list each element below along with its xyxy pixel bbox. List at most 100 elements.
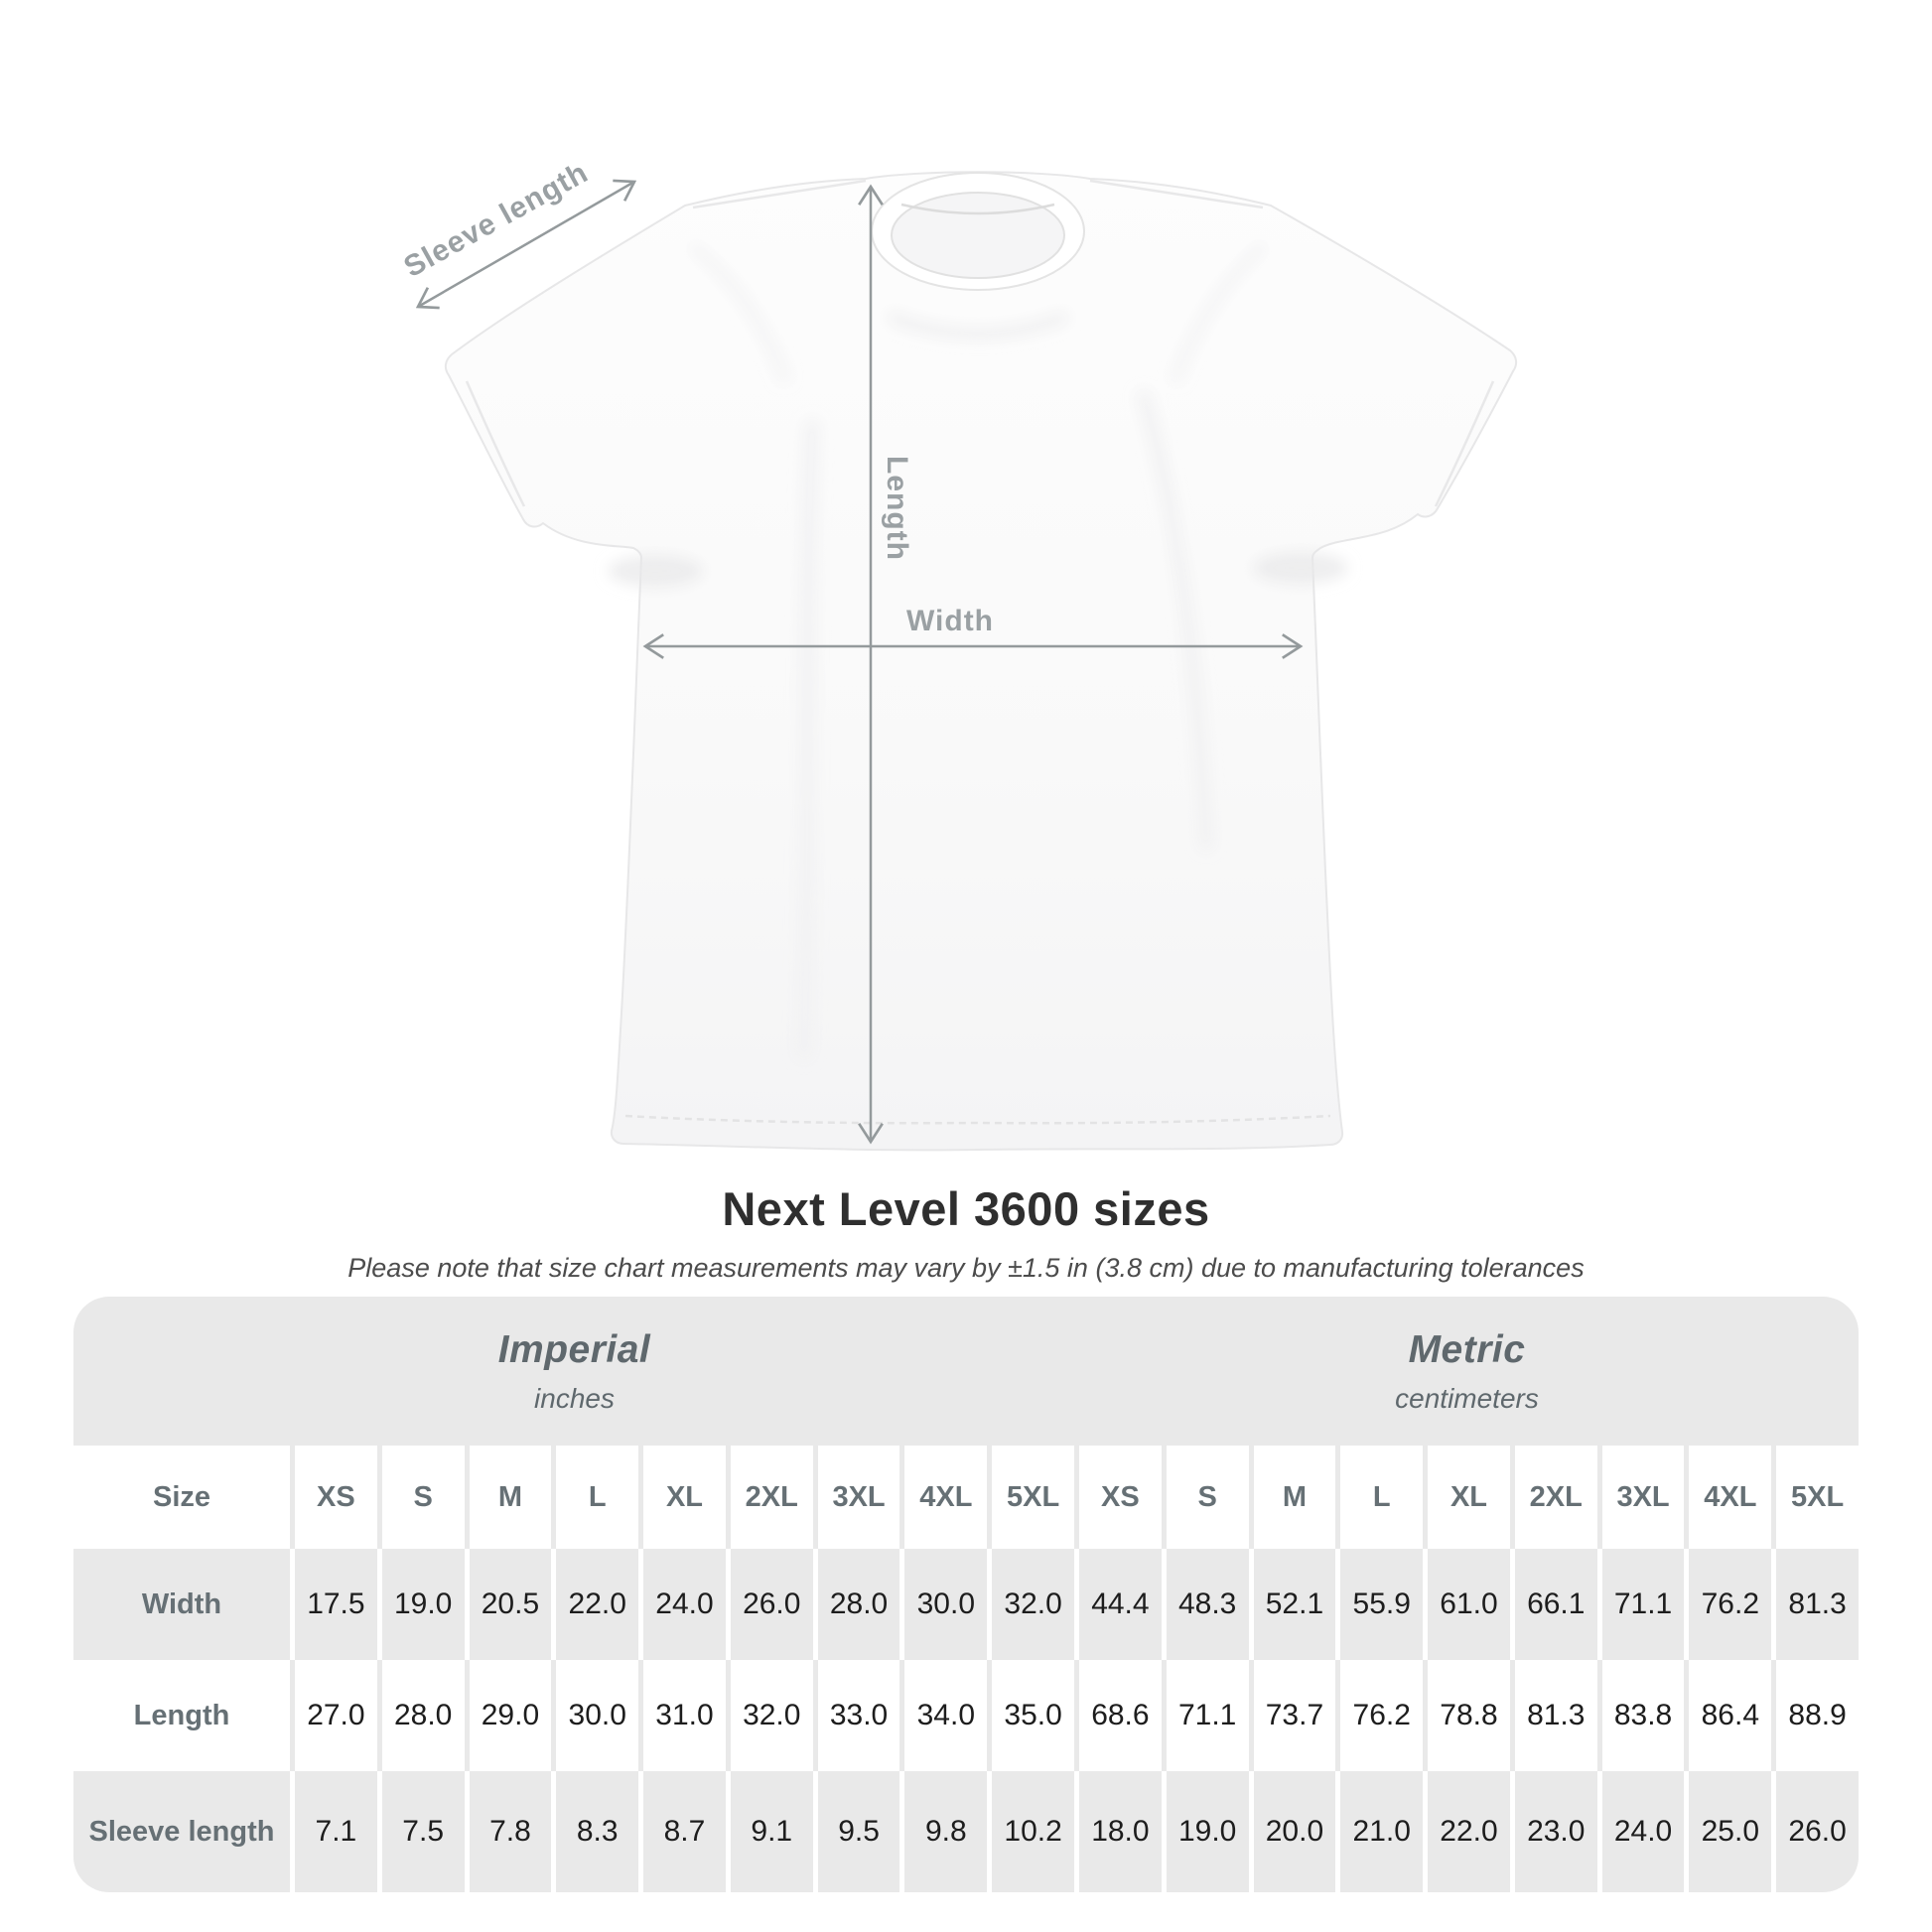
imperial-unit: inches <box>534 1382 615 1414</box>
metric-section-header: Metric centimeters <box>1075 1297 1859 1446</box>
width-label: Width <box>905 605 995 637</box>
table-cell: 17.5 <box>295 1549 377 1660</box>
table-cell: 21.0 <box>1340 1771 1424 1892</box>
row-label-length: Length <box>73 1660 290 1771</box>
tshirt-body <box>444 171 1518 1152</box>
table-cell: 68.6 <box>1079 1660 1162 1771</box>
table-cell: 76.2 <box>1340 1660 1424 1771</box>
size-column-header: XS <box>295 1446 377 1549</box>
table-cell: 88.9 <box>1776 1660 1859 1771</box>
size-column-header: 5XL <box>1776 1446 1859 1549</box>
size-column-header: S <box>1166 1446 1249 1549</box>
size-chart-note: Please note that size chart measurements… <box>347 1253 1585 1283</box>
size-column-header: S <box>381 1446 465 1549</box>
table-cell: 44.4 <box>1079 1549 1162 1660</box>
size-column-header: L <box>556 1446 639 1549</box>
size-column-header: 2XL <box>730 1446 813 1549</box>
table-cell: 22.0 <box>1428 1771 1510 1892</box>
sleeve-length-row: Sleeve length 7.1 7.5 7.8 8.3 8.7 9.1 9.5 9.8 10… <box>73 1771 1859 1892</box>
table-cell: 7.8 <box>469 1771 552 1892</box>
table-cell: 24.0 <box>1601 1771 1685 1892</box>
table-cell: 81.3 <box>1514 1660 1597 1771</box>
length-row: Length 27.0 28.0 29.0 30.0 31.0 32.0 33.0 34.0 3… <box>73 1660 1859 1771</box>
table-cell: 32.0 <box>730 1660 813 1771</box>
metric-title: Metric <box>1408 1327 1526 1371</box>
collar <box>871 172 1085 291</box>
length-label: Length <box>881 456 913 561</box>
row-label-sleeve-length: Sleeve length <box>73 1771 290 1892</box>
seam-lines <box>465 179 1495 1125</box>
table-cell: 18.0 <box>1079 1771 1162 1892</box>
table-cell: 83.8 <box>1601 1660 1685 1771</box>
table-cell: 22.0 <box>556 1549 639 1660</box>
table-cell: 86.4 <box>1689 1660 1772 1771</box>
tshirt-illustration <box>444 171 1518 1152</box>
size-column-header: XS <box>1079 1446 1162 1549</box>
table-cell: 25.0 <box>1689 1771 1772 1892</box>
size-column-header: 5XL <box>992 1446 1074 1549</box>
table-cell: 55.9 <box>1340 1549 1424 1660</box>
table-cell: 28.0 <box>381 1660 465 1771</box>
table-cell: 24.0 <box>643 1549 726 1660</box>
table-cell: 33.0 <box>817 1660 900 1771</box>
table-cell: 81.3 <box>1776 1549 1859 1660</box>
table-cell: 8.7 <box>643 1771 726 1892</box>
unit-section-band: Imperial inches Metric centimeters <box>73 1297 1859 1446</box>
table-cell: 26.0 <box>1776 1771 1859 1892</box>
tshirt-diagram: Sleeve length Length Width <box>398 156 1518 1152</box>
width-row: Width 17.5 19.0 20.5 22.0 24.0 26.0 28.0 30.0 32… <box>73 1549 1859 1660</box>
table-cell: 9.5 <box>817 1771 900 1892</box>
imperial-section-header: Imperial inches <box>73 1297 1075 1446</box>
table-cell: 20.0 <box>1253 1771 1336 1892</box>
table-cell: 10.2 <box>992 1771 1074 1892</box>
table-cell: 19.0 <box>381 1549 465 1660</box>
table-cell: 7.5 <box>381 1771 465 1892</box>
table-cell: 31.0 <box>643 1660 726 1771</box>
size-table: Imperial inches Metric centimeters Size … <box>73 1297 1859 1892</box>
table-cell: 66.1 <box>1514 1549 1597 1660</box>
row-label-width: Width <box>73 1549 290 1660</box>
table-cell: 26.0 <box>730 1549 813 1660</box>
table-cell: 52.1 <box>1253 1549 1336 1660</box>
table-cell: 78.8 <box>1428 1660 1510 1771</box>
table-cell: 9.8 <box>904 1771 988 1892</box>
size-column-header: 4XL <box>904 1446 988 1549</box>
table-cell: 9.1 <box>730 1771 813 1892</box>
size-column-label: Size <box>73 1446 290 1549</box>
table-cell: 28.0 <box>817 1549 900 1660</box>
table-cell: 71.1 <box>1166 1660 1249 1771</box>
size-column-header: XL <box>1428 1446 1510 1549</box>
table-cell: 35.0 <box>992 1660 1074 1771</box>
table-cell: 76.2 <box>1689 1549 1772 1660</box>
table-cell: 23.0 <box>1514 1771 1597 1892</box>
table-cell: 61.0 <box>1428 1549 1510 1660</box>
size-column-header: L <box>1340 1446 1424 1549</box>
table-cell: 27.0 <box>295 1660 377 1771</box>
table-cell: 8.3 <box>556 1771 639 1892</box>
table-cell: 30.0 <box>556 1660 639 1771</box>
size-column-header: 3XL <box>817 1446 900 1549</box>
size-column-header: M <box>1253 1446 1336 1549</box>
metric-unit: centimeters <box>1395 1382 1539 1414</box>
title-block: Next Level 3600 sizes Please note that s… <box>0 1181 1932 1284</box>
size-chart-title: Next Level 3600 sizes <box>722 1182 1210 1235</box>
table-cell: 29.0 <box>469 1660 552 1771</box>
size-column-header: 2XL <box>1514 1446 1597 1549</box>
size-header-row: Size XS S M L XL 2XL 3XL 4XL 5XL XS S M L XL 2XL 3XL 4XL… <box>73 1446 1859 1549</box>
size-column-header: XL <box>643 1446 726 1549</box>
table-cell: 7.1 <box>295 1771 377 1892</box>
table-cell: 71.1 <box>1601 1549 1685 1660</box>
imperial-title: Imperial <box>497 1327 651 1371</box>
table-cell: 20.5 <box>469 1549 552 1660</box>
table-cell: 48.3 <box>1166 1549 1249 1660</box>
size-column-header: 4XL <box>1689 1446 1772 1549</box>
table-cell: 32.0 <box>992 1549 1074 1660</box>
table-cell: 30.0 <box>904 1549 988 1660</box>
size-column-header: 3XL <box>1601 1446 1685 1549</box>
size-column-header: M <box>469 1446 552 1549</box>
table-cell: 19.0 <box>1166 1771 1249 1892</box>
table-cell: 73.7 <box>1253 1660 1336 1771</box>
table-cell: 34.0 <box>904 1660 988 1771</box>
fabric-shading <box>608 243 1348 1059</box>
